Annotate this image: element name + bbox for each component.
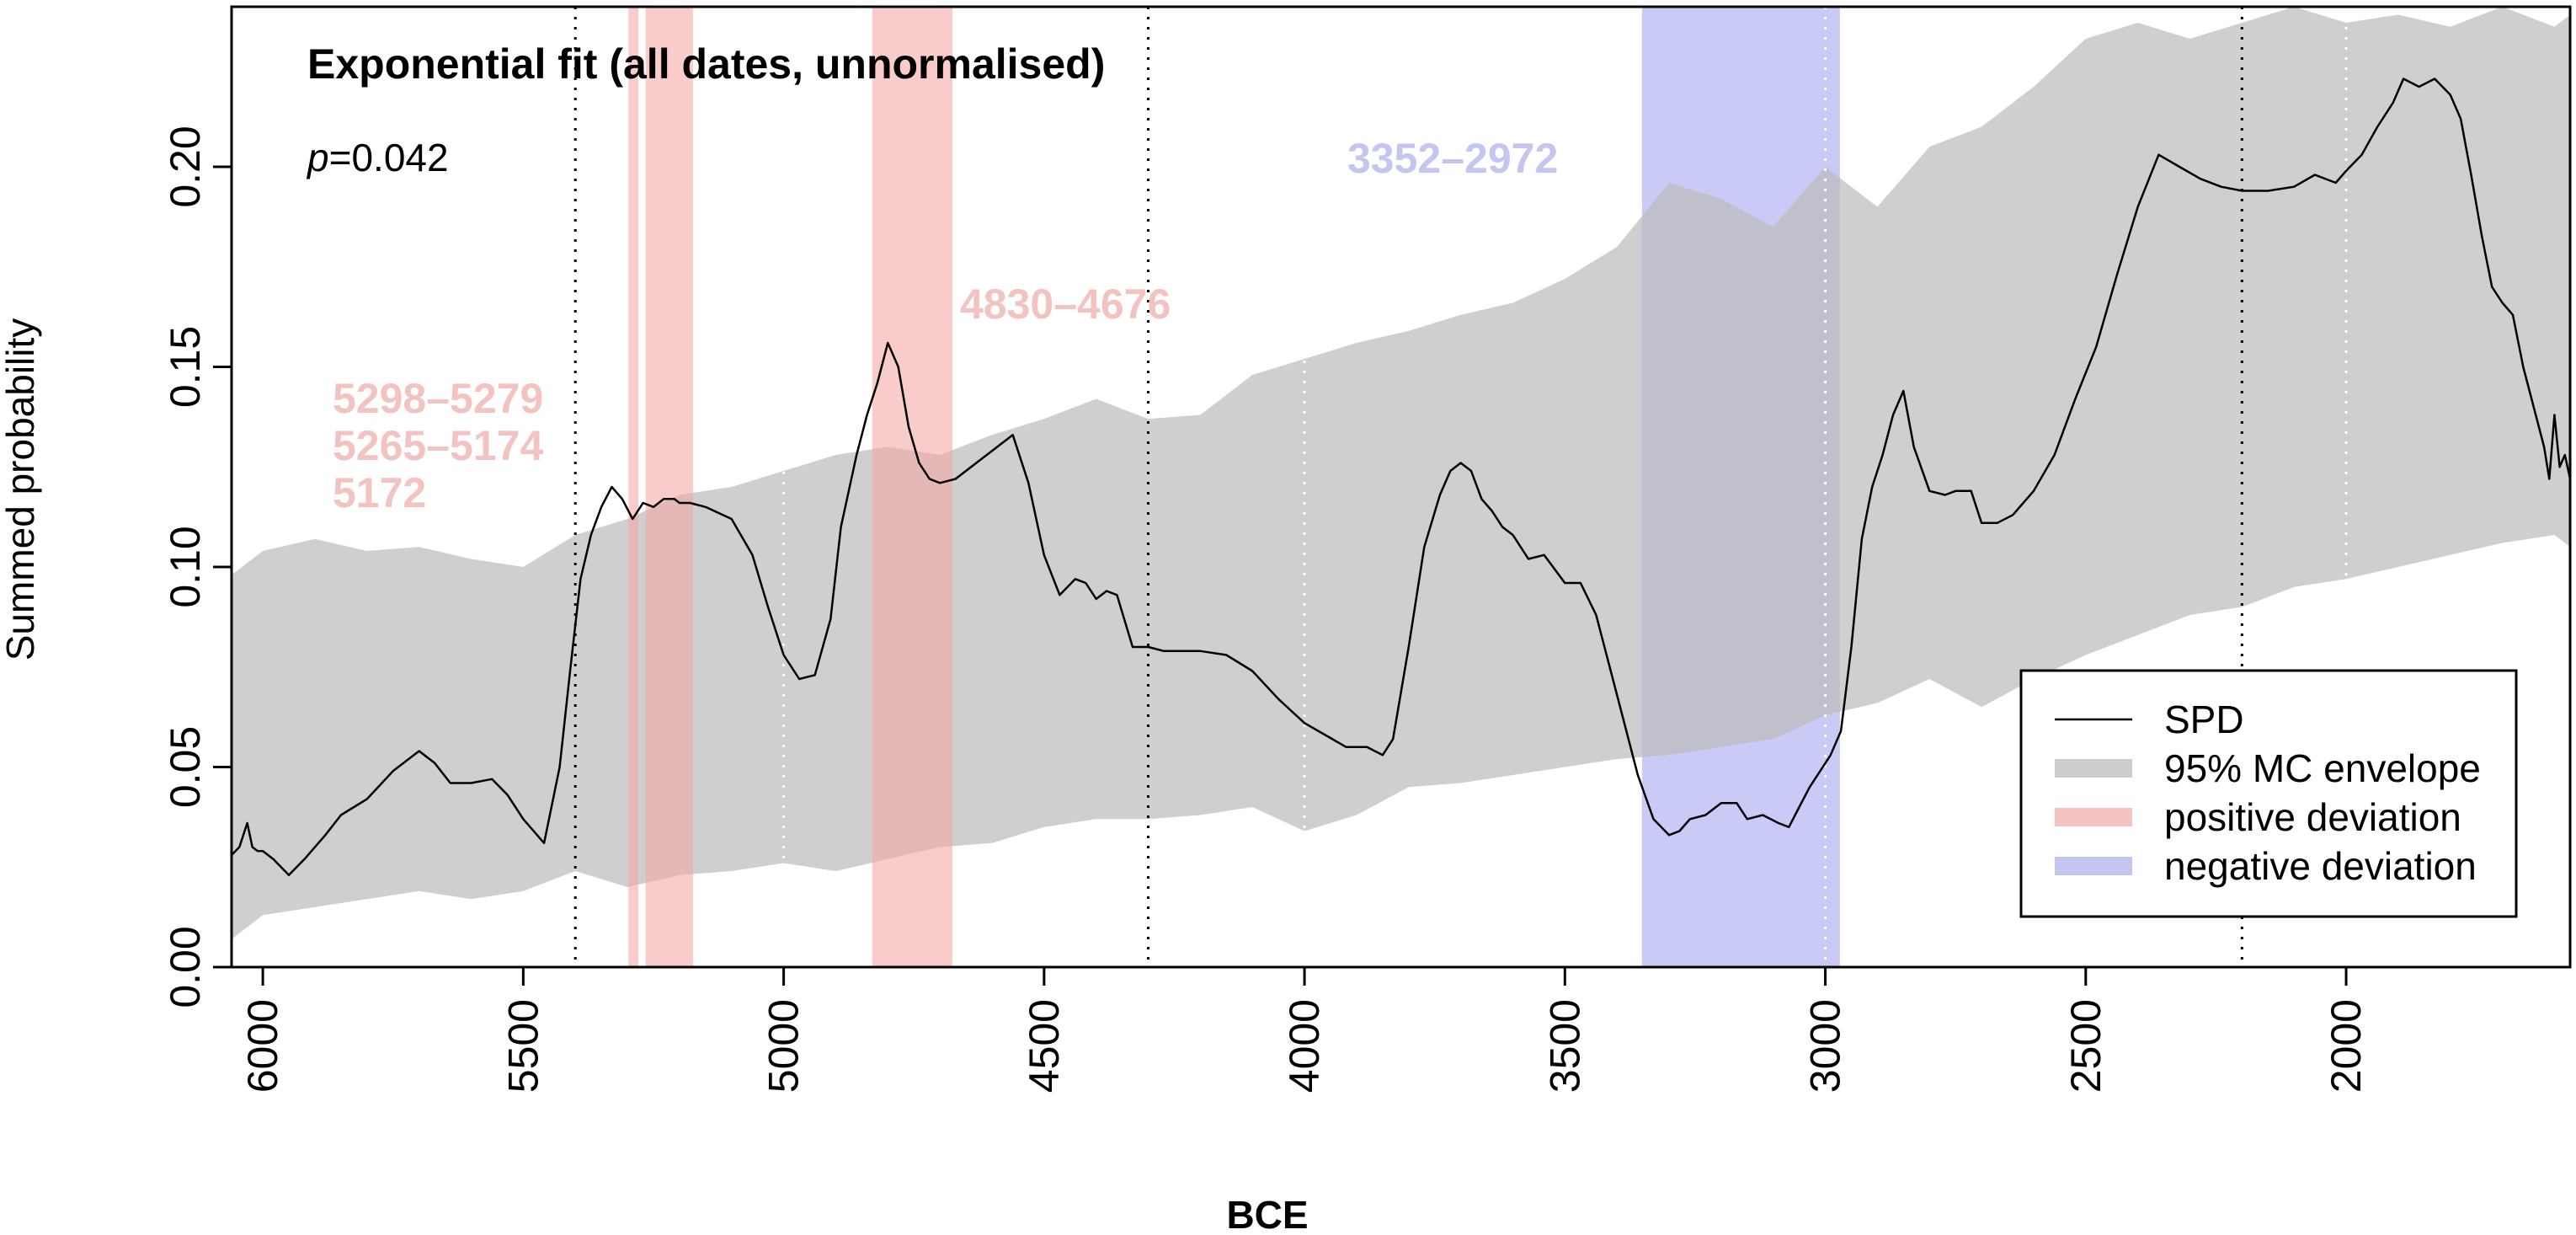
legend-label-3: negative deviation: [2164, 844, 2477, 888]
positive-deviation-band-1: [645, 7, 693, 967]
x-tick-label-8: 2000: [2323, 999, 2370, 1093]
positive-deviation-bands: [628, 7, 952, 967]
y-tick-label-0: 0.00: [162, 926, 209, 1008]
y-tick-label-4: 0.20: [162, 126, 209, 207]
deviation-label-2-line-0: 3352–2972: [1347, 135, 1558, 182]
legend-box: [2019, 669, 2518, 918]
mc-envelope-area: [232, 7, 2570, 939]
p-value: =0.042: [329, 136, 449, 179]
x-tick-label-3: 4500: [1021, 999, 1068, 1093]
x-tick-label-0: 6000: [239, 999, 286, 1093]
deviation-label-0-line-0: 5298–5279: [333, 375, 543, 422]
x-axis-title: BCE: [1226, 1193, 1308, 1235]
plot-frame: [230, 5, 2572, 969]
deviation-label-0-line-2: 5172: [333, 469, 426, 516]
series-line-spd: [231, 78, 2572, 877]
x-tick-label-7: 2500: [2062, 999, 2109, 1093]
x-tick-label-1: 5500: [499, 999, 547, 1093]
p-italic: p: [306, 136, 329, 179]
legend-label-0: SPD: [2164, 698, 2244, 741]
y-tick-label-2: 0.10: [162, 526, 209, 607]
positive-deviation-band-2: [872, 7, 952, 967]
deviation-label-0-line-1: 5265–5174: [333, 422, 543, 469]
x-tick-label-2: 5000: [760, 999, 808, 1093]
envelope-layer: [232, 7, 2570, 939]
x-tick-label-6: 3000: [1802, 999, 1849, 1093]
deviation-label-1-line-0: 4830–4676: [960, 281, 1171, 328]
series-layer: [231, 78, 2572, 877]
y-axis-title: Summed probability: [0, 318, 42, 661]
legend: SPD 95% MC envelope positive deviation nega…: [2019, 669, 2518, 918]
y-tick-label-1: 0.05: [162, 726, 209, 808]
legend-label-2: positive deviation: [2164, 795, 2461, 839]
y-tick-label-3: 0.15: [162, 326, 209, 408]
x-tick-label-5: 3500: [1541, 999, 1588, 1093]
p-value-annotation: p=0.042: [306, 136, 449, 179]
legend-label-1: 95% MC envelope: [2164, 746, 2481, 790]
x-tick-label-4: 4000: [1281, 999, 1328, 1093]
chart-title: Exponential fit (all dates, unnormalised…: [307, 40, 1105, 88]
axes-layer: 6000 5500 5000 4500 4000 3500 3000 2500 2000 0.00…: [162, 5, 2572, 1093]
positive-deviation-band-0: [628, 7, 639, 967]
